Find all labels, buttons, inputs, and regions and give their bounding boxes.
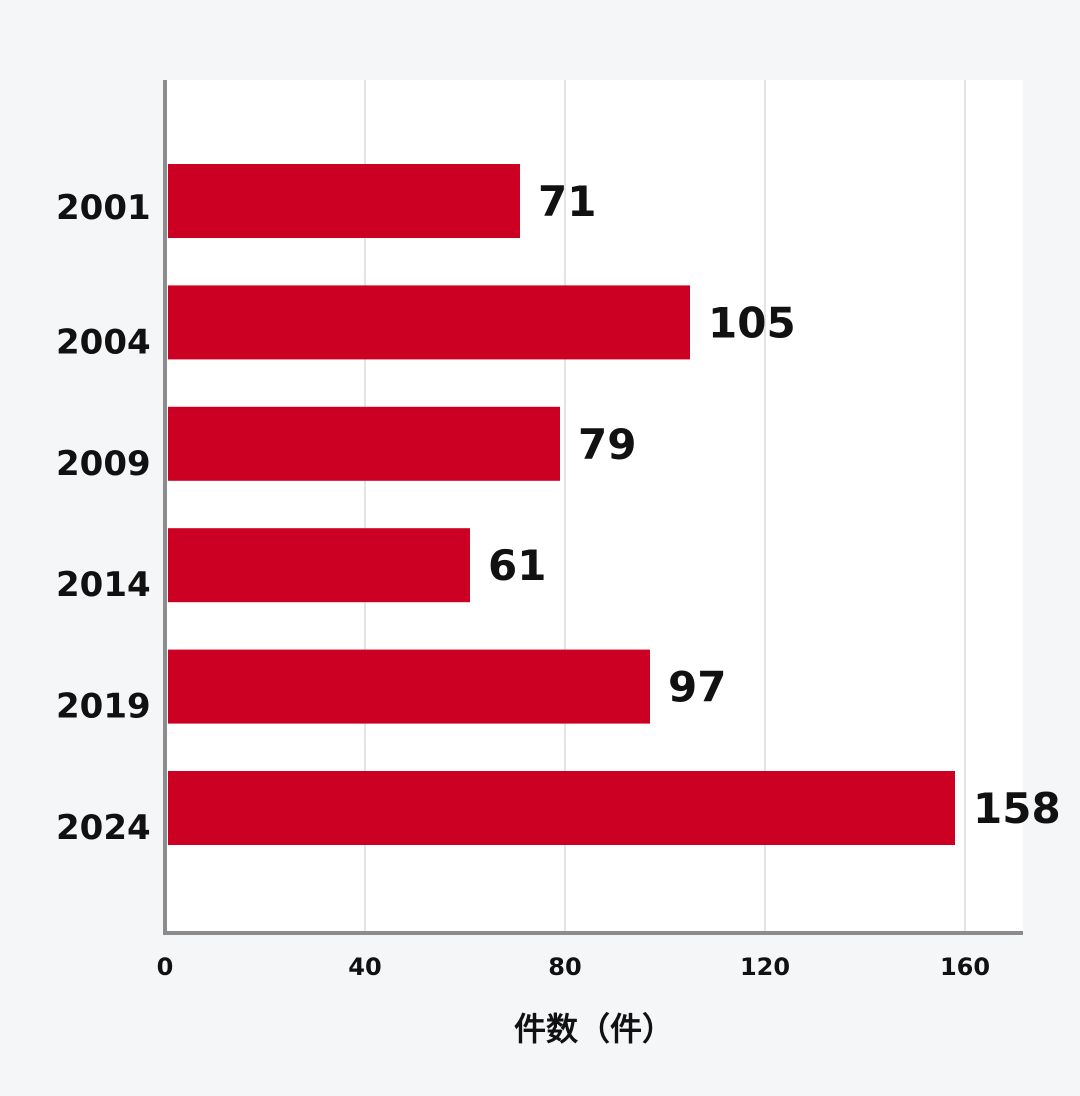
data-label: 97: [668, 663, 726, 712]
category-label: 2014: [56, 565, 151, 605]
bar: [168, 164, 520, 238]
category-label: 2024: [56, 808, 151, 848]
data-label: 61: [488, 541, 546, 590]
category-label: 2001: [56, 188, 151, 228]
category-label: 2004: [56, 322, 151, 362]
bar: [168, 406, 560, 481]
bar: [168, 771, 955, 845]
category-label: 2019: [56, 687, 151, 727]
tick-label: 120: [740, 953, 790, 981]
value-labels: 71 105 79 61 97 158: [488, 177, 1061, 833]
tick-label: 40: [348, 953, 381, 981]
bar: [168, 285, 690, 360]
tick-label: 0: [157, 953, 174, 981]
tick-label: 80: [548, 953, 581, 981]
bar: [168, 649, 650, 724]
data-label: 158: [973, 784, 1061, 833]
category-labels: 2001 2004 2009 2014 2019 2024: [56, 188, 151, 848]
data-label: 79: [578, 420, 636, 469]
bar: [168, 528, 470, 603]
data-label: 105: [708, 298, 796, 347]
category-label: 2009: [56, 444, 151, 484]
data-label: 71: [538, 177, 596, 226]
tick-label: 160: [940, 953, 990, 981]
bars: [168, 164, 955, 845]
x-axis-title: 件数（件）: [514, 1010, 674, 1048]
x-tick-labels: 0 40 80 120 160: [157, 953, 990, 981]
